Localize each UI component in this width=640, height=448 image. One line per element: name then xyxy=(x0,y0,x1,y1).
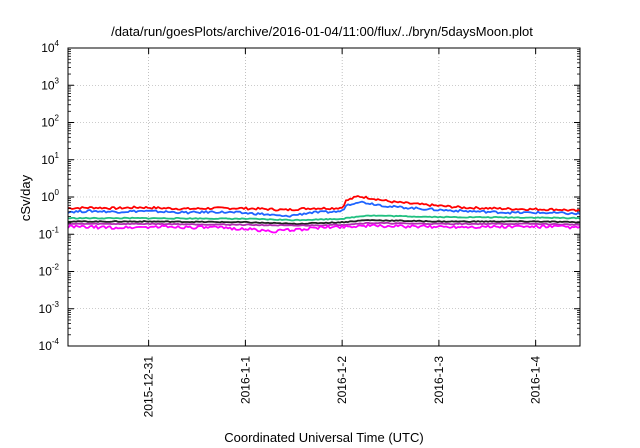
x-tick-label: 2016-1-4 xyxy=(529,356,543,404)
y-tick-label: 100 xyxy=(41,188,59,204)
series-line xyxy=(67,200,581,218)
y-tick-label: 10-2 xyxy=(39,263,60,279)
series-line xyxy=(67,214,581,222)
y-tick-label: 10-1 xyxy=(39,225,60,241)
series-line xyxy=(67,223,581,234)
grid-lines xyxy=(68,48,580,346)
y-axis-label: cSv/day xyxy=(18,174,33,221)
x-tick-label: 2015-12-31 xyxy=(142,356,156,418)
x-tick-label: 2016-1-2 xyxy=(335,356,349,404)
x-tick-label: 2016-1-3 xyxy=(432,356,446,404)
x-tick-label: 2016-1-1 xyxy=(238,356,252,404)
y-axis: 10-4 10-3 10-2 10-1 100 101 102 103 104 xyxy=(39,39,580,353)
y-tick-label: 10-4 xyxy=(39,337,60,353)
y-tick-label: 102 xyxy=(41,114,59,130)
y-tick-label: 10-3 xyxy=(39,300,60,316)
y-tick-label: 101 xyxy=(41,151,59,167)
x-axis: 2015-12-31 2016-1-1 2016-1-2 2016-1-3 2016-1… xyxy=(142,48,543,417)
series-line xyxy=(67,195,581,212)
y-tick-label: 104 xyxy=(41,39,59,55)
series-line xyxy=(67,221,581,227)
x-axis-label: Coordinated Universal Time (UTC) xyxy=(224,430,423,445)
series-line xyxy=(67,219,580,225)
chart-title: /data/run/goesPlots/archive/2016-01-04/1… xyxy=(111,24,533,39)
series-lines xyxy=(67,195,581,234)
y-tick-label: 103 xyxy=(41,76,59,92)
